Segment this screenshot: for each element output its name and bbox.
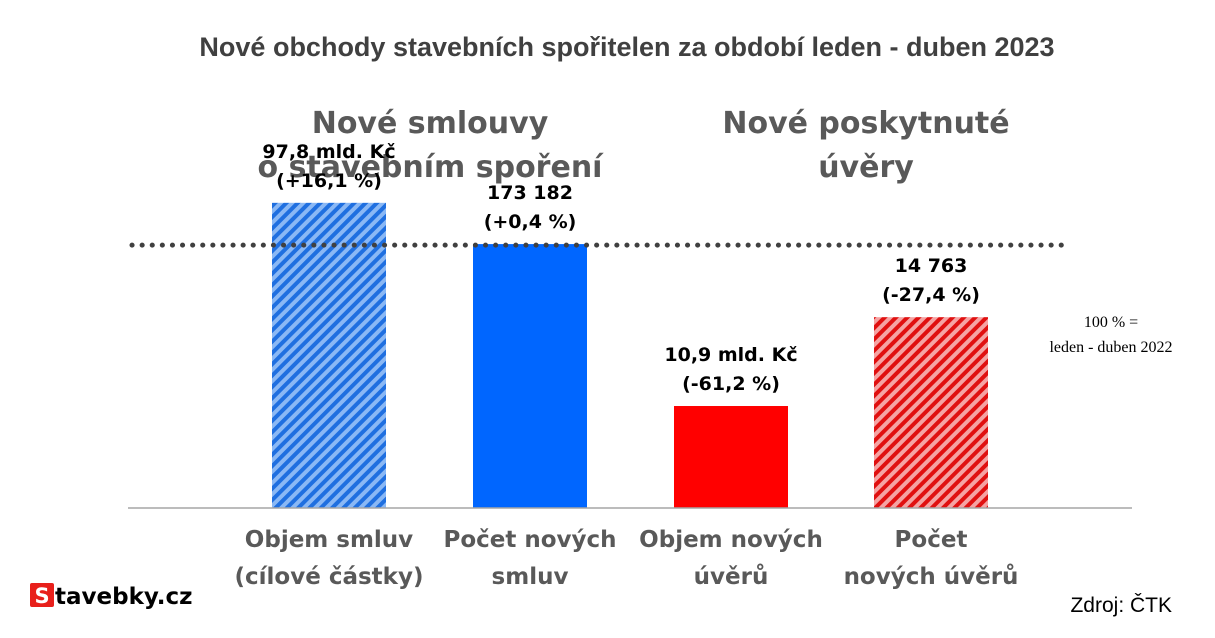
- category-label-1-line2: (cílové částky): [235, 564, 424, 590]
- data-label-2-change: (+0,4 %): [484, 211, 577, 233]
- logo-icon: [30, 583, 54, 607]
- chart-title: Nové obchody stavebních spořitelen za ob…: [199, 32, 1054, 62]
- group-header-loans-line2: úvěry: [818, 150, 914, 185]
- source-note: Zdroj: ČTK: [1070, 594, 1172, 617]
- category-label-4-line2: nových úvěrů: [844, 563, 1019, 590]
- group-header-loans-line1: Nové poskytnuté: [722, 106, 1009, 141]
- category-label-3-line2: úvěrů: [694, 563, 769, 590]
- data-label-4-value: 14 763: [895, 255, 968, 277]
- reference-line-label-line2: leden - duben 2022: [1049, 339, 1172, 356]
- bar-3: [674, 406, 788, 508]
- group-header-contracts-line2: o stavebním spoření: [258, 150, 605, 185]
- data-label-3-change: (-61,2 %): [682, 373, 780, 395]
- logo-letter: S: [34, 584, 49, 608]
- data-label-1-value: 97,8 mld. Kč: [262, 141, 395, 163]
- data-label-3-value: 10,9 mld. Kč: [664, 344, 797, 366]
- data-label-4-change: (-27,4 %): [882, 284, 980, 306]
- bar-2: [473, 244, 587, 508]
- data-label-1-change: (+16,1 %): [276, 170, 382, 192]
- category-label-1-line1: Objem smluv: [245, 527, 413, 553]
- category-label-2-line2: smluv: [492, 564, 569, 590]
- logo-text: tavebky.cz: [55, 584, 193, 610]
- reference-line-label-line1: 100 % =: [1084, 314, 1138, 331]
- category-label-3-line1: Objem nových: [639, 527, 823, 553]
- category-label-4-line1: Počet: [895, 527, 968, 553]
- bar-4: [874, 317, 988, 508]
- category-label-2-line1: Počet nových: [443, 527, 616, 553]
- data-label-2-value: 173 182: [487, 182, 573, 204]
- group-header-contracts-line1: Nové smlouvy: [312, 106, 549, 141]
- bar-1: [272, 202, 386, 508]
